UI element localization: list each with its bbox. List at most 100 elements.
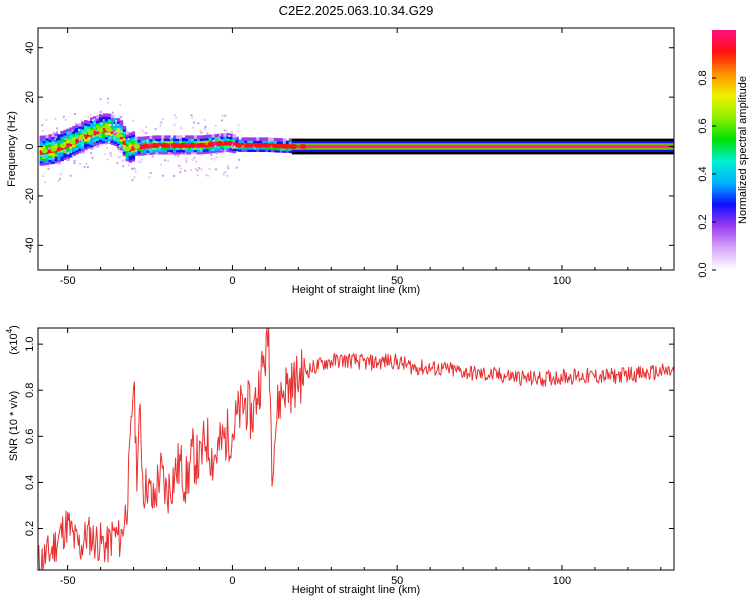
heatmap-cell bbox=[116, 138, 121, 142]
heatmap-cell bbox=[75, 148, 79, 153]
heatmap-cell bbox=[155, 137, 159, 142]
heatmap-cell bbox=[125, 140, 130, 144]
heatmap-cell bbox=[48, 138, 53, 143]
heatmap-cell bbox=[107, 124, 112, 129]
heatmap-noise-cell bbox=[191, 116, 194, 119]
heatmap-cell bbox=[146, 151, 150, 156]
heatmap-noise-cell bbox=[109, 136, 112, 139]
heatmap-cell bbox=[164, 150, 168, 155]
heatmap-noise-cell bbox=[47, 165, 50, 168]
heatmap-cell bbox=[202, 148, 207, 152]
heatmap-cell bbox=[268, 141, 272, 146]
heatmap-noise-cell bbox=[170, 152, 173, 155]
heatmap-noise-cell bbox=[143, 132, 146, 135]
heatmap-cell bbox=[39, 142, 44, 146]
heatmap-cell bbox=[39, 157, 44, 162]
heatmap-cell bbox=[214, 138, 219, 142]
heatmap-cell bbox=[244, 139, 248, 144]
heatmap-noise-cell bbox=[75, 122, 78, 125]
heatmap-noise-cell bbox=[69, 174, 72, 177]
heatmap-cell bbox=[182, 148, 186, 153]
heatmap-noise-cell bbox=[122, 165, 125, 168]
heatmap-noise-cell bbox=[45, 119, 48, 122]
heatmap-cell bbox=[113, 131, 118, 135]
heatmap-cell bbox=[54, 155, 58, 159]
heatmap-cell bbox=[72, 128, 76, 132]
heatmap-cell bbox=[87, 138, 91, 143]
heatmap-cell bbox=[196, 148, 201, 153]
heatmap-cell bbox=[122, 152, 127, 157]
heatmap-cell bbox=[244, 148, 248, 152]
heatmap-cell bbox=[199, 137, 204, 142]
heatmap-cell bbox=[60, 130, 64, 135]
heatmap-cell bbox=[93, 131, 97, 136]
heatmap-noise-cell bbox=[88, 136, 91, 139]
colorbar-tick-label: 0.8 bbox=[697, 70, 709, 85]
heatmap-cell bbox=[42, 135, 47, 139]
heatmap-noise-cell bbox=[106, 146, 109, 149]
heatmap-cell bbox=[54, 153, 58, 157]
heatmap-cell bbox=[125, 144, 130, 149]
heatmap-cell bbox=[164, 148, 168, 153]
heatmap-cell bbox=[149, 142, 153, 146]
heatmap-cell bbox=[107, 120, 112, 124]
spectrogram-y-tick-label: 20 bbox=[24, 91, 36, 103]
heatmap-noise-cell bbox=[113, 136, 116, 139]
heatmap-cell bbox=[57, 152, 61, 156]
heatmap-cell bbox=[131, 147, 136, 151]
heatmap-cell bbox=[69, 142, 73, 147]
heatmap-cell bbox=[104, 122, 109, 126]
ridge-peak bbox=[253, 142, 261, 148]
heatmap-cell bbox=[75, 142, 79, 146]
spectrogram-ticks: -50 0 50 100 -40 -20 0 20 40 bbox=[24, 28, 674, 287]
heatmap-cell bbox=[84, 131, 88, 135]
snr-panel: -50 0 50 100 0.2 0.4 0.6 0.8 1.0 Height of strai… bbox=[5, 325, 675, 596]
heatmap-noise-cell bbox=[203, 119, 206, 122]
heatmap-cell bbox=[259, 137, 263, 141]
heatmap-cell bbox=[60, 153, 64, 157]
heatmap-cell bbox=[282, 149, 287, 153]
heatmap-cell bbox=[241, 139, 245, 144]
heatmap-cell bbox=[90, 117, 94, 121]
heatmap-noise-cell bbox=[65, 137, 68, 140]
heatmap-cell bbox=[125, 135, 130, 140]
heatmap-cell bbox=[173, 139, 177, 144]
heatmap-noise-cell bbox=[89, 113, 92, 116]
heatmap-noise-cell bbox=[161, 136, 164, 139]
snr-y-tick-label: 0.2 bbox=[24, 521, 36, 536]
heatmap-cell bbox=[199, 146, 204, 150]
heatmap-cell bbox=[39, 146, 44, 151]
heatmap-cell bbox=[87, 125, 91, 129]
heatmap-cell bbox=[39, 137, 44, 142]
heatmap-noise-cell bbox=[117, 148, 120, 151]
heatmap-cell bbox=[75, 137, 79, 142]
heatmap-noise-cell bbox=[71, 129, 74, 132]
heatmap-cell bbox=[137, 147, 142, 152]
heatmap-cell bbox=[211, 140, 216, 145]
heatmap-cell bbox=[39, 160, 44, 164]
heatmap-noise-cell bbox=[99, 110, 102, 113]
heatmap-cell bbox=[42, 159, 47, 164]
heatmap-cell bbox=[57, 149, 61, 154]
heatmap-cell bbox=[125, 155, 130, 160]
heatmap-cell bbox=[279, 140, 284, 144]
heatmap-noise-cell bbox=[120, 115, 123, 118]
heatmap-cell bbox=[87, 142, 91, 147]
heatmap-cell bbox=[119, 140, 124, 144]
spectrogram-y-tick-label: 0 bbox=[24, 143, 36, 149]
heatmap-cell bbox=[149, 149, 153, 153]
spectrogram-y-tick-label: 40 bbox=[24, 42, 36, 54]
heatmap-cell bbox=[81, 143, 85, 148]
heatmap-cell bbox=[48, 134, 53, 138]
heatmap-cell bbox=[226, 135, 230, 139]
heatmap-cell bbox=[63, 138, 67, 143]
heatmap-noise-cell bbox=[78, 138, 81, 141]
heatmap-cell bbox=[155, 146, 159, 151]
heatmap-cell bbox=[48, 154, 53, 158]
heatmap-cell bbox=[256, 137, 260, 141]
heatmap-cell bbox=[161, 148, 165, 153]
heatmap-noise-cell bbox=[135, 149, 138, 152]
heatmap-noise-cell bbox=[137, 160, 140, 163]
heatmap-cell bbox=[81, 141, 85, 145]
heatmap-cell bbox=[140, 138, 144, 143]
